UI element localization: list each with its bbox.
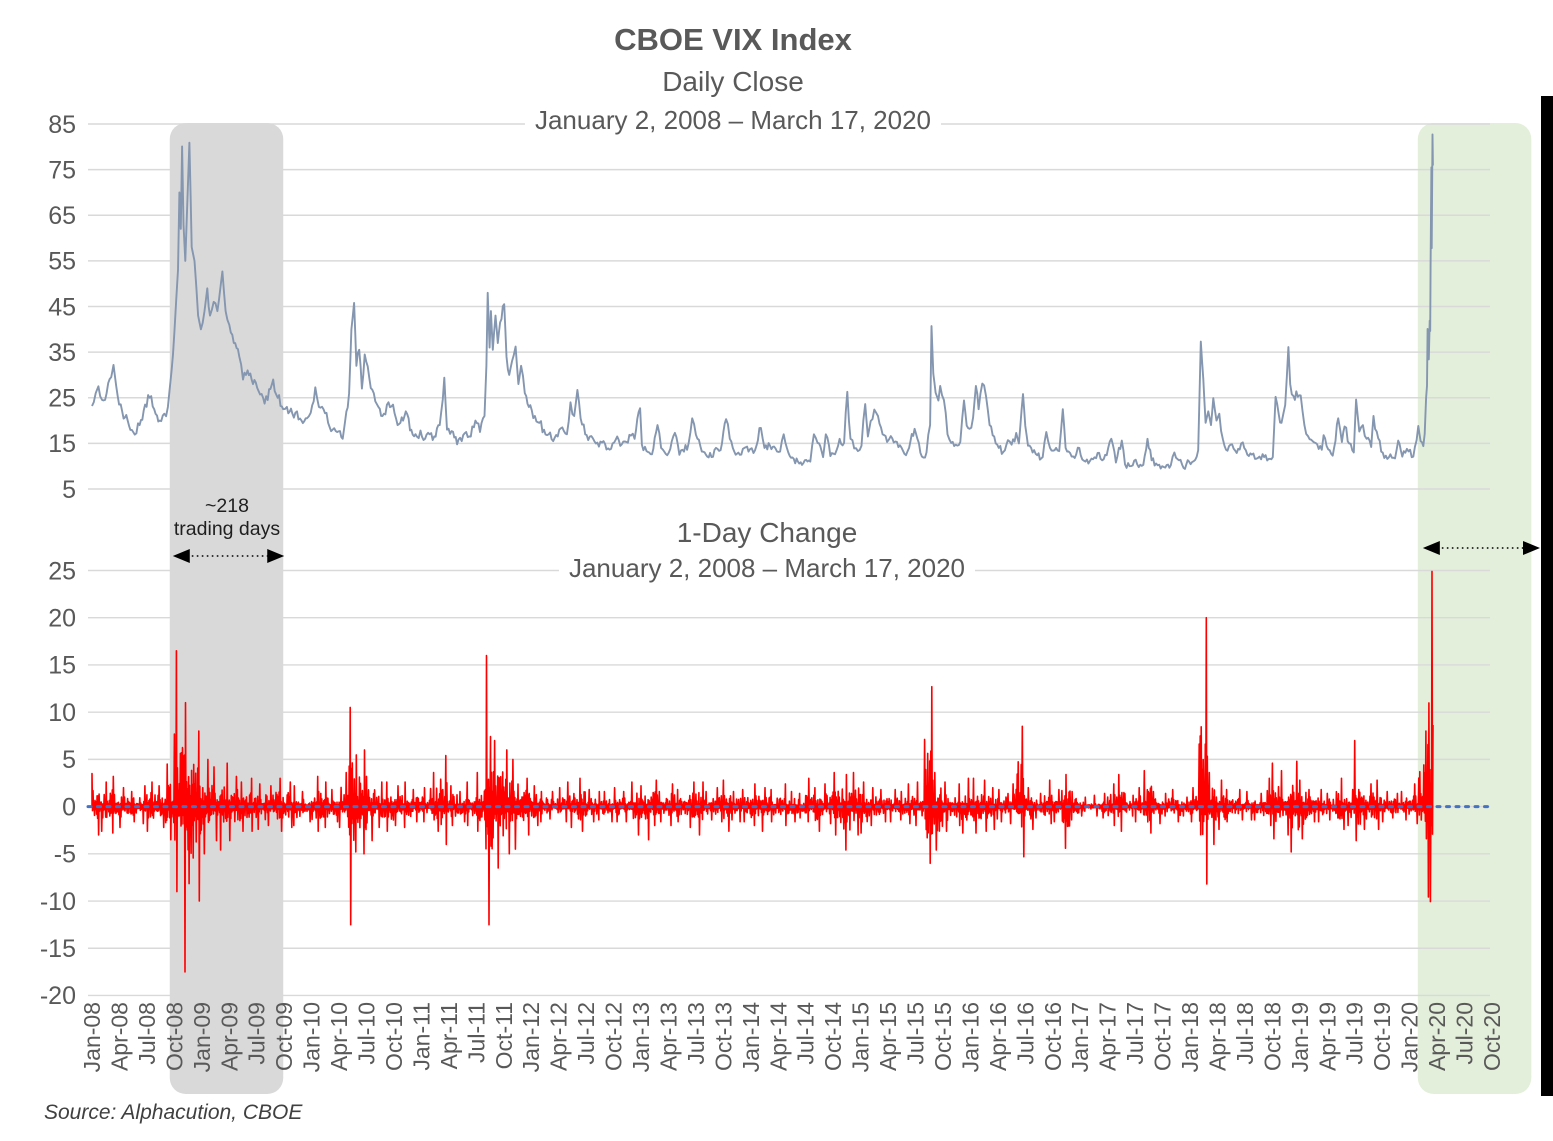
top-y-tick-label: 65 (48, 202, 76, 230)
x-tick-label: Jul-16 (1012, 1002, 1038, 1065)
trading-days-annotation-line2: trading days (173, 518, 281, 540)
x-tick-label: Apr-08 (106, 1002, 132, 1071)
source-note: Source: Alphacution, CBOE (44, 1101, 303, 1124)
top-y-tick-label: 75 (48, 156, 76, 184)
x-tick-label: Apr-20 (1424, 1002, 1450, 1071)
x-tick-label: Jul-15 (903, 1002, 929, 1065)
x-tick-label: Oct-11 (491, 1002, 517, 1069)
data-series (91, 133, 1434, 973)
x-tick-label: Jul-11 (463, 1002, 489, 1063)
x-tick-label: Jan-09 (189, 1002, 215, 1072)
x-tick-label: Oct-19 (1369, 1002, 1395, 1071)
x-tick-label: Oct-17 (1150, 1002, 1176, 1071)
x-tick-label: Oct-09 (271, 1002, 297, 1071)
x-tick-label: Oct-20 (1479, 1002, 1505, 1071)
axis-tick-labels: 857565554535251552520151050-5-10-15-20Ja… (40, 111, 1505, 1073)
x-tick-label: Jan-08 (79, 1002, 105, 1072)
x-tick-label: Oct-15 (930, 1002, 956, 1071)
chart-title: CBOE VIX Index (614, 22, 852, 57)
covid-span-arrow-left-head (1422, 541, 1440, 555)
x-tick-label: Jul-09 (244, 1002, 270, 1065)
top-y-tick-label: 55 (48, 248, 76, 276)
x-tick-label: Apr-14 (765, 1002, 791, 1071)
overlays (86, 96, 1553, 1096)
x-tick-label: Jul-19 (1342, 1002, 1368, 1065)
x-tick-label: Apr-19 (1314, 1002, 1340, 1071)
trading-days-annotation-line1: ~218 (205, 495, 249, 517)
x-tick-label: Oct-14 (820, 1002, 846, 1071)
top-y-tick-label: 45 (48, 293, 76, 321)
bottom-y-tick-label: 25 (48, 557, 76, 585)
chart-subtitle: Daily Close (662, 66, 804, 97)
x-tick-label: Apr-09 (216, 1002, 242, 1071)
x-tick-label: Jul-08 (134, 1002, 160, 1065)
bottom-y-tick-label: 10 (48, 699, 76, 727)
x-tick-label: Jul-17 (1122, 1002, 1148, 1065)
x-tick-label: Jul-12 (573, 1002, 599, 1065)
x-tick-label: Jul-20 (1452, 1002, 1478, 1065)
x-tick-label: Jan-14 (738, 1002, 764, 1073)
bottom-y-tick-label: 15 (48, 652, 76, 680)
x-tick-label: Apr-11 (436, 1002, 462, 1069)
trading-days-annotation: ~218 trading days (174, 495, 280, 541)
x-tick-label: Jan-13 (628, 1002, 654, 1072)
x-tick-label: Jul-10 (354, 1002, 380, 1065)
x-tick-label: Jan-16 (957, 1002, 983, 1072)
x-tick-label: Jul-18 (1232, 1002, 1258, 1065)
x-tick-label: Apr-18 (1204, 1002, 1230, 1071)
x-tick-label: Jan-15 (848, 1002, 874, 1072)
bottom-y-tick-label: -20 (40, 982, 76, 1010)
bottom-y-tick-label: -5 (54, 841, 76, 869)
top-y-tick-label: 25 (48, 385, 76, 413)
highlight-bands (169, 123, 1532, 1094)
second-chart-title: 1-Day Change (676, 517, 858, 548)
one-day-change-series (91, 570, 1434, 973)
covid-span-arrow-right-head (1523, 541, 1540, 555)
x-tick-label: Apr-12 (546, 1002, 572, 1071)
x-tick-label: Oct-18 (1259, 1002, 1285, 1071)
x-tick-label: Apr-13 (655, 1002, 681, 1071)
x-tick-label: Jan-20 (1397, 1002, 1423, 1072)
x-tick-label: Apr-17 (1095, 1002, 1121, 1071)
x-tick-label: Apr-10 (326, 1002, 352, 1071)
x-tick-label: Oct-10 (381, 1002, 407, 1071)
bottom-y-tick-label: 20 (48, 604, 76, 632)
x-tick-label: Jan-18 (1177, 1002, 1203, 1072)
x-tick-label: Oct-16 (1040, 1002, 1066, 1071)
vix-daily-close-line (91, 133, 1434, 470)
crisis-period-band (169, 123, 284, 1094)
top-y-tick-label: 85 (48, 111, 76, 139)
x-tick-label: Jan-17 (1067, 1002, 1093, 1072)
bottom-y-tick-label: 5 (62, 746, 76, 774)
bottom-y-tick-label: -15 (40, 935, 76, 963)
x-tick-label: Oct-13 (710, 1002, 736, 1071)
x-tick-label: Jul-14 (793, 1002, 819, 1065)
x-tick-label: Jan-10 (299, 1002, 325, 1072)
covid-period-band (1417, 123, 1532, 1094)
x-tick-label: Apr-15 (875, 1002, 901, 1071)
top-y-tick-label: 5 (62, 476, 76, 504)
bottom-y-tick-label: -10 (40, 888, 76, 916)
chart-date-range: January 2, 2008 – March 17, 2020 (524, 107, 942, 134)
x-tick-label: Apr-16 (985, 1002, 1011, 1071)
x-tick-label: Oct-08 (161, 1002, 187, 1071)
bottom-y-tick-label: 0 (62, 793, 76, 821)
x-tick-label: Jan-19 (1287, 1002, 1313, 1072)
trading-days-arrow-right-head (267, 549, 285, 563)
x-tick-label: Jan-12 (518, 1002, 544, 1072)
x-tick-label: Oct-12 (601, 1002, 627, 1071)
second-chart-date-range: January 2, 2008 – March 17, 2020 (558, 555, 976, 582)
top-y-tick-label: 15 (48, 430, 76, 458)
screen-edge-strip (1541, 96, 1553, 1096)
top-y-tick-label: 35 (48, 339, 76, 367)
x-tick-label: Jan-11 (408, 1002, 434, 1071)
x-tick-label: Jul-13 (683, 1002, 709, 1065)
trading-days-arrow-left-head (172, 549, 190, 563)
